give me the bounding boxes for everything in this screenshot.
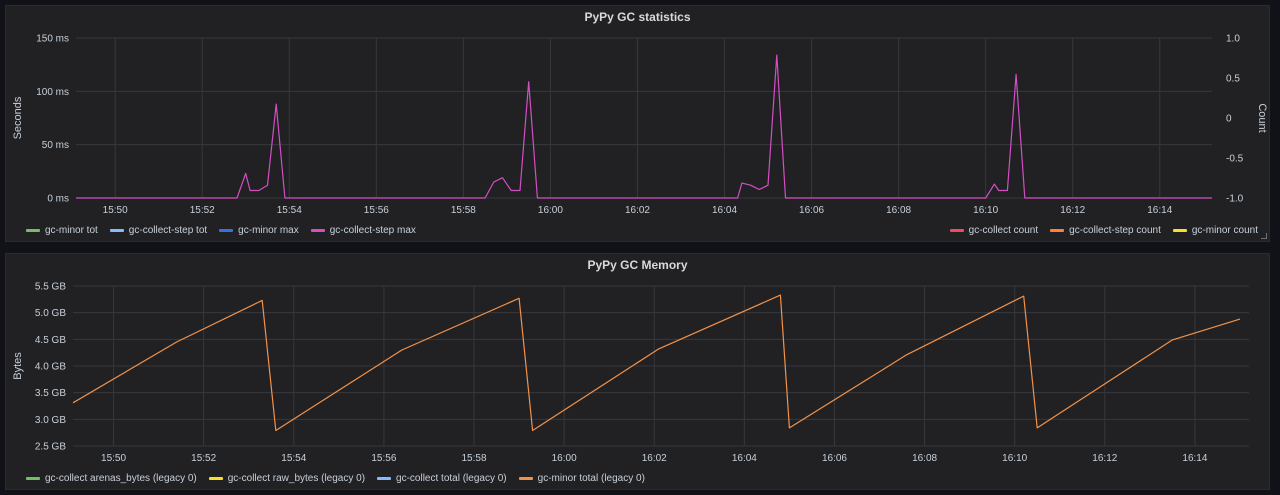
x-tick-label: 15:50 xyxy=(103,205,128,216)
x-tick-label: 15:58 xyxy=(461,453,486,464)
legend-label: gc-minor tot xyxy=(45,225,98,236)
legend-item[interactable]: gc-collect-step max xyxy=(310,225,416,236)
x-tick-label: 15:54 xyxy=(277,205,302,216)
x-tick-label: 15:52 xyxy=(190,205,215,216)
y-tick-label: 5.0 GB xyxy=(35,308,66,319)
y2-tick-label: -1.0 xyxy=(1226,194,1244,205)
panel-title: PyPy GC Memory xyxy=(587,258,688,272)
y-tick-label: 3.0 GB xyxy=(35,415,66,426)
series-line xyxy=(76,54,1212,199)
legend-swatch xyxy=(1172,229,1187,232)
legend-swatch xyxy=(310,229,325,232)
y-axis-label: Bytes xyxy=(12,352,24,380)
legend-label: gc-collect total (legacy 0) xyxy=(396,473,507,484)
legend-label: gc-collect-step tot xyxy=(128,225,208,236)
legend-item[interactable]: gc-minor count xyxy=(1172,225,1258,236)
x-tick-label: 15:50 xyxy=(101,453,126,464)
legend-item[interactable]: gc-collect count xyxy=(949,225,1039,236)
legend-left: gc-collect arenas_bytes (legacy 0) gc-col… xyxy=(26,473,645,484)
legend-label: gc-minor count xyxy=(1191,225,1258,236)
legend-item[interactable]: gc-minor max xyxy=(219,225,299,236)
legend-item[interactable]: gc-collect raw_bytes (legacy 0) xyxy=(208,473,366,484)
x-tick-label: 16:02 xyxy=(642,453,667,464)
legend-item[interactable]: gc-collect arenas_bytes (legacy 0) xyxy=(26,473,197,484)
x-tick-label: 16:06 xyxy=(822,453,847,464)
y-tick-label: 5.5 GB xyxy=(35,282,66,293)
y-tick-label: 4.5 GB xyxy=(35,335,66,346)
gc-statistics-chart: 0 ms 50 ms 100 ms 150 ms 15:50 15:52 15:54 15:5… xyxy=(12,34,1268,217)
series-line xyxy=(72,294,1241,432)
legend-left: gc-minor tot gc-collect-step tot gc-minor … xyxy=(26,225,416,236)
x-tick-label: 15:56 xyxy=(364,205,389,216)
legend-swatch xyxy=(219,229,234,232)
x-tick-label: 16:00 xyxy=(538,205,563,216)
legend-right: gc-collect count gc-collect-step count gc-… xyxy=(949,225,1258,236)
x-tick-label: 16:04 xyxy=(732,453,757,464)
x-tick-label: 16:10 xyxy=(973,205,998,216)
legend-label: gc-minor total (legacy 0) xyxy=(537,473,645,484)
y-tick-label: 3.5 GB xyxy=(35,388,66,399)
gc-memory-panel: PyPy GC Memory 2.5 GB 3.0 GB 3.5 GB 4.0 GB 4… xyxy=(5,253,1270,490)
x-tick-label: 16:02 xyxy=(625,205,650,216)
legend-item[interactable]: gc-minor tot xyxy=(26,225,98,236)
y-tick-label: 4.0 GB xyxy=(35,362,66,373)
x-tick-label: 16:00 xyxy=(552,453,577,464)
y2-tick-label: 0 xyxy=(1226,114,1232,125)
y-tick-label: 0 ms xyxy=(47,194,69,205)
resize-handle[interactable] xyxy=(1261,233,1267,239)
legend-label: gc-minor max xyxy=(238,225,299,236)
legend-item[interactable]: gc-collect total (legacy 0) xyxy=(377,473,507,484)
legend-swatch xyxy=(518,477,533,480)
legend-swatch xyxy=(109,229,124,232)
legend-label: gc-collect count xyxy=(968,225,1039,236)
y-tick-label: 100 ms xyxy=(36,87,69,98)
x-tick-label: 16:06 xyxy=(799,205,824,216)
legend-label: gc-collect arenas_bytes (legacy 0) xyxy=(45,473,197,484)
x-tick-label: 16:14 xyxy=(1147,205,1172,216)
y-tick-label: 2.5 GB xyxy=(35,442,66,453)
x-tick-label: 15:58 xyxy=(451,205,476,216)
legend-item[interactable]: gc-collect-step tot xyxy=(109,225,208,236)
legend-item[interactable]: gc-collect-step count xyxy=(1050,225,1161,236)
legend-swatch xyxy=(377,477,392,480)
y2-tick-label: 0.5 xyxy=(1226,74,1240,85)
x-tick-label: 16:10 xyxy=(1002,453,1027,464)
legend-swatch xyxy=(1050,229,1065,232)
x-tick-label: 16:14 xyxy=(1182,453,1207,464)
x-tick-label: 16:08 xyxy=(886,205,911,216)
y-tick-label: 150 ms xyxy=(36,34,69,45)
x-tick-label: 15:56 xyxy=(371,453,396,464)
y2-axis-label: Count xyxy=(1256,103,1268,132)
legend-swatch xyxy=(26,229,40,232)
x-tick-label: 15:54 xyxy=(281,453,306,464)
y2-tick-label: -0.5 xyxy=(1226,154,1244,165)
legend-label: gc-collect-step count xyxy=(1069,225,1161,236)
y-tick-label: 50 ms xyxy=(42,140,69,151)
panel-title: PyPy GC statistics xyxy=(584,10,691,24)
x-tick-label: 16:04 xyxy=(712,205,737,216)
legend-label: gc-collect-step max xyxy=(329,225,416,236)
x-tick-label: 15:52 xyxy=(191,453,216,464)
x-tick-label: 16:12 xyxy=(1060,205,1085,216)
x-tick-label: 16:12 xyxy=(1092,453,1117,464)
legend-label: gc-collect raw_bytes (legacy 0) xyxy=(227,473,366,484)
legend-swatch xyxy=(208,477,223,480)
legend-swatch xyxy=(26,477,40,480)
gc-memory-chart: 2.5 GB 3.0 GB 3.5 GB 4.0 GB 4.5 GB 5.0 GB 5.5 … xyxy=(12,282,1249,464)
legend-swatch xyxy=(949,229,964,232)
legend-item[interactable]: gc-minor total (legacy 0) xyxy=(518,473,645,484)
y2-tick-label: 1.0 xyxy=(1226,34,1240,45)
y-axis-label: Seconds xyxy=(12,96,24,139)
x-tick-label: 16:08 xyxy=(912,453,937,464)
gc-statistics-panel: PyPy GC statistics 0 ms 50 ms 100 ms 150 ms… xyxy=(5,5,1270,242)
